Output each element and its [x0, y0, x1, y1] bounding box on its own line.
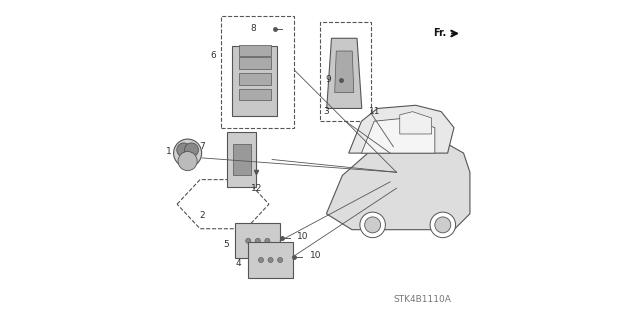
Circle shape: [184, 143, 198, 157]
Polygon shape: [239, 73, 271, 85]
Circle shape: [178, 152, 197, 171]
Text: 3: 3: [323, 107, 329, 116]
Bar: [221, 16, 294, 128]
Text: STK4B1110A: STK4B1110A: [393, 295, 451, 304]
Text: 10: 10: [297, 232, 308, 241]
Polygon shape: [233, 144, 251, 175]
Text: 1: 1: [166, 147, 172, 156]
Circle shape: [246, 238, 251, 243]
Circle shape: [259, 257, 264, 263]
Text: 2: 2: [199, 211, 205, 220]
Polygon shape: [326, 38, 362, 108]
Polygon shape: [227, 132, 256, 187]
Text: 8: 8: [250, 24, 256, 33]
Polygon shape: [236, 223, 280, 258]
Polygon shape: [239, 57, 271, 69]
Circle shape: [265, 238, 270, 243]
Polygon shape: [362, 118, 435, 153]
Circle shape: [430, 212, 456, 238]
Text: Fr.: Fr.: [433, 28, 446, 39]
Text: 7: 7: [199, 142, 205, 151]
Circle shape: [177, 143, 191, 157]
Text: 6: 6: [211, 51, 216, 60]
Circle shape: [360, 212, 385, 238]
Circle shape: [268, 257, 273, 263]
Polygon shape: [232, 46, 277, 116]
Text: 4: 4: [236, 259, 241, 268]
Circle shape: [365, 217, 381, 233]
Polygon shape: [248, 242, 293, 278]
Polygon shape: [326, 140, 470, 230]
Circle shape: [255, 238, 260, 243]
Circle shape: [435, 217, 451, 233]
Polygon shape: [239, 45, 271, 56]
Polygon shape: [239, 89, 271, 100]
Circle shape: [173, 139, 202, 167]
Text: 12: 12: [250, 184, 262, 193]
Text: 10: 10: [310, 251, 321, 260]
Polygon shape: [400, 112, 431, 134]
Polygon shape: [349, 105, 454, 153]
Text: 9: 9: [325, 75, 331, 84]
Polygon shape: [335, 51, 354, 93]
Text: 5: 5: [223, 240, 228, 249]
Text: 11: 11: [369, 107, 380, 116]
Circle shape: [278, 257, 283, 263]
Bar: [320, 22, 371, 121]
